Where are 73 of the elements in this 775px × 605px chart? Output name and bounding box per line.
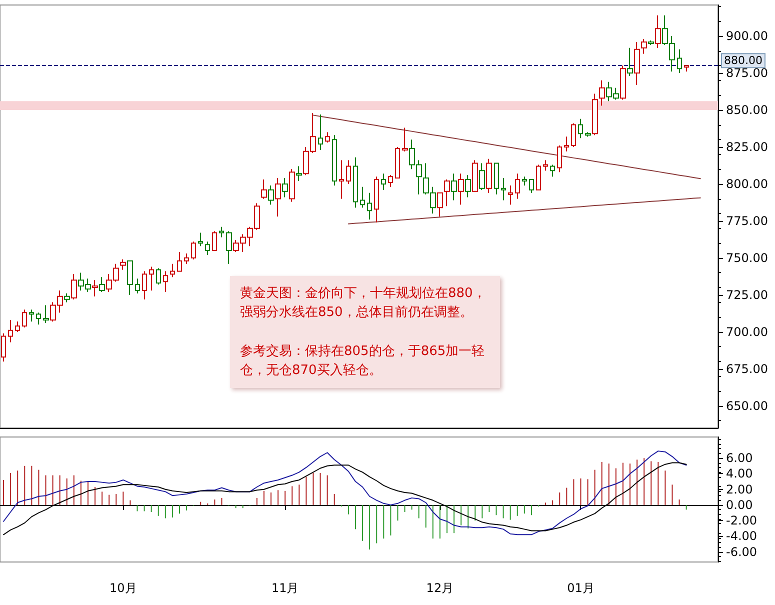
line-series xyxy=(312,114,701,180)
y-tick-label: 0.00 xyxy=(726,498,753,512)
candlestick xyxy=(557,145,562,173)
annotation: 参考交易：保持在805的仓，于865加一轻仓，无仓870买入轻仓。 xyxy=(240,343,486,380)
candlestick xyxy=(339,160,344,200)
y-tick-label: -4.00 xyxy=(726,529,758,544)
candlestick xyxy=(346,160,351,184)
x-tick-label: 12月 xyxy=(426,581,454,595)
candlestick xyxy=(360,186,365,208)
x-tick-label: 01月 xyxy=(567,581,594,595)
candlestick xyxy=(184,252,189,264)
candlestick xyxy=(381,173,386,190)
candlestick xyxy=(564,136,569,152)
candlestick xyxy=(578,118,583,139)
candlestick xyxy=(550,164,555,178)
candlestick xyxy=(501,178,506,201)
candlestick xyxy=(198,232,203,247)
candlestick xyxy=(212,230,217,252)
note-box: 黄金天图：金价向下，十年规划位在880，强弱分水线在850，总体目前仍在调整。 参考交易：保持在805的仓，于865加一轻仓，无仓870买入轻仓。 xyxy=(230,276,500,388)
candlestick xyxy=(177,251,182,272)
candlestick xyxy=(332,134,337,186)
candlestick xyxy=(219,226,224,238)
y-tick-label: 2.00 xyxy=(726,482,753,496)
y-tick-label: 700.00 xyxy=(726,324,768,339)
ref-line-label: 880.00 xyxy=(724,54,762,68)
y-tick-label: 750.00 xyxy=(726,250,768,265)
candlestick xyxy=(142,270,147,300)
y-tick-label: 850.00 xyxy=(726,103,768,118)
candlestick xyxy=(388,174,393,188)
candlestick xyxy=(543,160,548,172)
y-tick-label: -6.00 xyxy=(726,544,758,559)
annotation: 黄金天图：金价向下，十年规划位在880，强弱分水线在850，总体目前仍在调整。 xyxy=(240,285,487,322)
candlestick xyxy=(395,146,400,179)
candlestick xyxy=(684,65,689,72)
y-tick-label: 900.00 xyxy=(726,29,768,44)
line-series xyxy=(348,197,701,224)
candlestick xyxy=(374,176,379,223)
candlestick xyxy=(8,320,13,343)
x-tick-label: 11月 xyxy=(271,581,299,595)
y-tick-label: 875.00 xyxy=(726,66,768,80)
candlestick xyxy=(29,309,34,322)
y-tick-label: 650.00 xyxy=(726,398,768,413)
candlestick xyxy=(515,173,520,200)
y-tick-label: 800.00 xyxy=(726,176,768,191)
y-tick-label: 675.00 xyxy=(726,362,768,376)
candlestick xyxy=(508,184,513,206)
candlestick xyxy=(522,176,527,186)
candlestick xyxy=(15,321,20,332)
candlestick xyxy=(367,192,372,220)
candlestick xyxy=(529,179,534,194)
y-tick-label: 6.00 xyxy=(726,451,753,466)
y-tick-label: 4.00 xyxy=(726,466,753,481)
candlestick xyxy=(135,278,140,294)
candlestick xyxy=(571,122,576,148)
candlestick xyxy=(170,263,175,278)
candlestick xyxy=(325,132,330,144)
y-tick-label: 775.00 xyxy=(726,214,768,228)
candlestick xyxy=(149,266,154,291)
candlestick xyxy=(318,114,323,150)
y-tick-label: 725.00 xyxy=(726,288,768,302)
x-tick-label: 10月 xyxy=(110,581,137,595)
candlestick xyxy=(156,268,161,286)
candlestick xyxy=(536,164,541,190)
candlestick xyxy=(163,270,168,292)
candlestick xyxy=(677,48,682,74)
candlestick xyxy=(205,241,210,256)
candlestick xyxy=(191,241,196,260)
y-tick-label: -2.00 xyxy=(726,514,758,528)
candlestick xyxy=(494,162,499,195)
y-tick-label: 825.00 xyxy=(726,140,768,154)
candlestick xyxy=(22,309,27,328)
candlestick xyxy=(36,312,41,325)
candlestick xyxy=(353,156,358,208)
